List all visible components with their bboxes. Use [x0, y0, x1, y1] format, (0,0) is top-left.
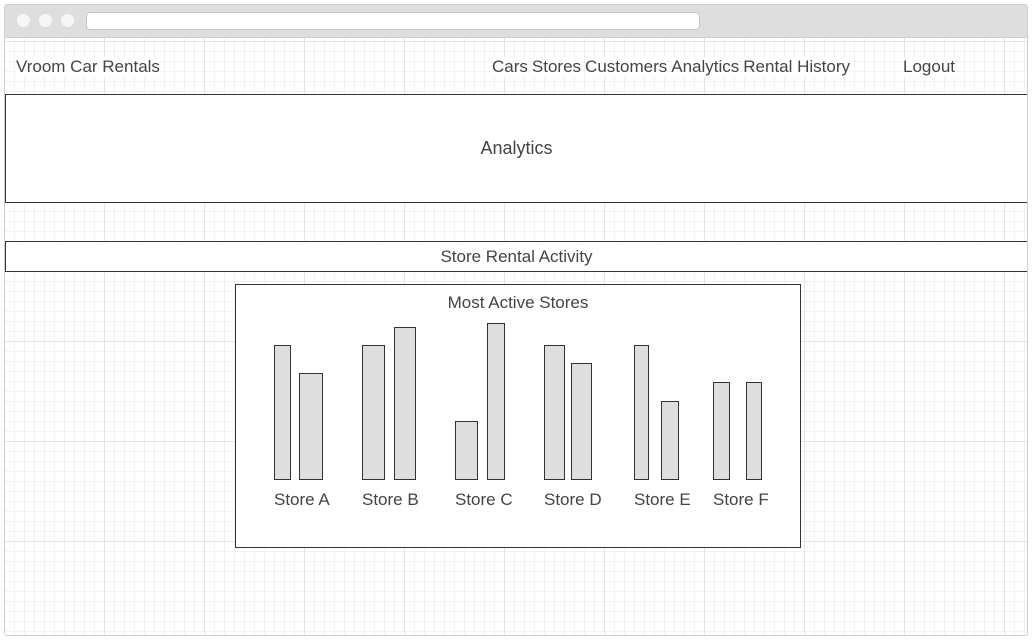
category-label-store-d: Store D	[544, 490, 602, 509]
nav-stores[interactable]: Stores	[531, 57, 582, 77]
section-header: Store Rental Activity	[5, 241, 1027, 272]
page-title: Analytics	[480, 138, 553, 158]
bar-store-c-1	[455, 421, 478, 480]
category-label-store-b: Store B	[362, 490, 419, 509]
browser-titlebar	[5, 5, 1027, 38]
nav-rental-history[interactable]: Rental History	[743, 57, 851, 77]
window-maximize-dot[interactable]	[61, 14, 74, 27]
bar-store-e-2	[661, 401, 679, 480]
main-nav: Cars Stores Customers Analytics Rental H…	[492, 57, 851, 77]
bar-store-b-1	[362, 345, 385, 480]
bar-store-b-2	[394, 327, 416, 480]
nav-customers[interactable]: Customers	[585, 57, 668, 77]
section-title: Store Rental Activity	[440, 246, 593, 266]
bar-store-a-1	[274, 345, 291, 480]
bar-store-f-1	[713, 382, 730, 480]
window-close-dot[interactable]	[17, 14, 30, 27]
category-label-store-f: Store F	[713, 490, 769, 509]
logout-link[interactable]: Logout	[903, 57, 955, 77]
bar-store-e-1	[634, 345, 649, 480]
bar-store-a-2	[299, 373, 323, 480]
browser-window: Vroom Car Rentals Cars Stores Customers …	[4, 4, 1028, 636]
address-bar[interactable]	[86, 12, 700, 30]
brand-name: Vroom Car Rentals	[16, 57, 160, 77]
chart-title: Most Active Stores	[447, 293, 589, 312]
category-label-store-c: Store C	[455, 490, 513, 509]
nav-cars[interactable]: Cars	[492, 57, 528, 77]
page-canvas: Vroom Car Rentals Cars Stores Customers …	[5, 38, 1027, 635]
page-header: Analytics	[5, 94, 1027, 203]
window-minimize-dot[interactable]	[39, 14, 52, 27]
bar-store-f-2	[746, 382, 762, 480]
most-active-stores-chart: Most Active Stores Store A Store B Store C…	[235, 284, 801, 548]
bar-store-d-1	[544, 345, 565, 480]
chart-plot	[274, 323, 762, 480]
bar-store-c-2	[487, 323, 505, 480]
bar-store-d-2	[571, 363, 592, 480]
category-label-store-e: Store E	[634, 490, 691, 509]
nav-analytics[interactable]: Analytics	[671, 57, 740, 77]
category-label-store-a: Store A	[274, 490, 330, 509]
